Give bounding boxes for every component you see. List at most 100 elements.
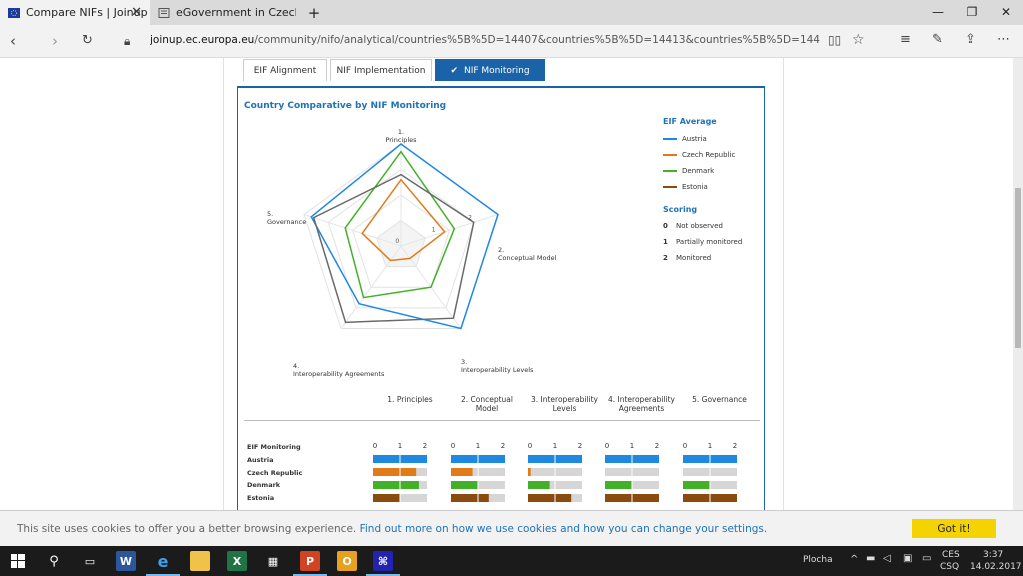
hub-icon[interactable]: ≡ bbox=[900, 32, 911, 47]
radar-tick-label: 2 bbox=[468, 215, 472, 222]
cookie-link[interactable]: Find out more on how we use cookies and … bbox=[359, 523, 768, 535]
divider bbox=[244, 420, 760, 421]
refresh-icon[interactable]: ↻ bbox=[82, 33, 93, 48]
bar-fill-denmark bbox=[528, 481, 550, 489]
app-icon[interactable]: ⌘ bbox=[366, 551, 400, 576]
cookie-banner: This site uses cookies to offer you a be… bbox=[0, 510, 1023, 546]
cookie-text: This site uses cookies to offer you a be… bbox=[17, 523, 357, 535]
radar-series-czech-republic bbox=[361, 178, 446, 262]
share-icon[interactable]: ⇪ bbox=[965, 32, 976, 47]
reading-view-icon[interactable]: ▯▯ bbox=[828, 33, 842, 47]
bar-matrix: 0 1 2 0 1 2 0 1 2 0 1 2 0 1 2 bbox=[373, 442, 737, 502]
radar-tick-label: 1 bbox=[432, 226, 436, 233]
bar-scale-label: 0 bbox=[373, 442, 377, 450]
page-icon bbox=[158, 7, 170, 18]
clock-date[interactable]: 14.02.2017 bbox=[970, 562, 1022, 572]
favorite-star-icon[interactable]: ☆ bbox=[852, 32, 865, 48]
scoring-label: Monitored bbox=[676, 254, 712, 262]
notification-icon[interactable]: ▭ bbox=[922, 553, 932, 564]
powerpoint-icon[interactable]: P bbox=[293, 551, 327, 576]
excel-icon[interactable]: X bbox=[227, 551, 247, 571]
bar-scale-label: 1 bbox=[630, 442, 634, 450]
new-tab-button[interactable]: + bbox=[307, 3, 321, 22]
bar-scale-label: 0 bbox=[605, 442, 609, 450]
legend-title: EIF Average bbox=[663, 117, 717, 126]
cookie-accept-button[interactable]: Got it! bbox=[912, 519, 996, 538]
volume-icon[interactable]: ◁ bbox=[883, 553, 891, 564]
legend-label: Czech Republic bbox=[682, 151, 736, 159]
bar-row-label: Austria bbox=[247, 456, 274, 464]
browser-tab-strip: Compare NIFs | Joinup ✕ eGovernment in C… bbox=[0, 0, 1023, 25]
word-icon[interactable]: W bbox=[116, 551, 136, 571]
radar-axis-label: 3. Interoperability Levels bbox=[461, 358, 534, 374]
forward-icon[interactable]: › bbox=[52, 32, 58, 50]
legend-item[interactable]: Estonia bbox=[663, 179, 773, 195]
outlook-icon[interactable]: O bbox=[337, 551, 357, 571]
task-view-icon[interactable]: ▭ bbox=[84, 554, 96, 568]
desktop-label[interactable]: Plocha bbox=[803, 555, 833, 565]
legend-swatch bbox=[663, 154, 677, 156]
close-tab-icon[interactable]: ✕ bbox=[131, 5, 142, 20]
calendar-icon[interactable]: ▦ bbox=[267, 554, 279, 568]
check-icon: ✔ bbox=[450, 65, 458, 76]
legend-item[interactable]: Austria bbox=[663, 131, 773, 147]
bar-fill-czech-republic bbox=[373, 468, 417, 476]
bar-scale-label: 2 bbox=[501, 442, 505, 450]
bar-scale-label: 0 bbox=[528, 442, 532, 450]
keyboard-icon[interactable]: ▣ bbox=[903, 553, 913, 564]
legend-item[interactable]: Czech Republic bbox=[663, 147, 773, 163]
axis-number: 4. bbox=[293, 362, 299, 370]
tab-label: NIF Monitoring bbox=[463, 65, 530, 76]
bar-scale-label: 1 bbox=[553, 442, 557, 450]
browser-tab-active[interactable]: Compare NIFs | Joinup ✕ bbox=[0, 0, 150, 25]
bar-fill-estonia bbox=[451, 494, 489, 502]
bar-fill-estonia bbox=[373, 494, 400, 502]
windows-start-icon[interactable] bbox=[8, 551, 28, 571]
axis-name: Governance bbox=[267, 218, 306, 226]
bar-fill-denmark bbox=[451, 481, 478, 489]
minimize-icon[interactable]: — bbox=[932, 5, 944, 19]
tray-chevron-icon[interactable]: ^ bbox=[850, 554, 859, 565]
restore-icon[interactable]: ❐ bbox=[966, 5, 978, 19]
eu-flag-icon bbox=[8, 7, 20, 18]
tab-eif-alignment[interactable]: EIF Alignment bbox=[243, 59, 327, 81]
browser-tab[interactable]: eGovernment in Czech Repu bbox=[150, 0, 300, 25]
radar-axis-label: 5. Governance bbox=[267, 210, 306, 226]
taskbar: ⚲ ▭ W e X ▦ P O ⌘ Plocha ^ ▬ ◁ ▣ ▭ CES C… bbox=[0, 546, 1023, 576]
more-icon[interactable]: ⋯ bbox=[997, 32, 1010, 47]
lang-2[interactable]: CSQ bbox=[940, 562, 960, 572]
tab-nif-implementation[interactable]: NIF Implementation bbox=[330, 59, 432, 81]
radar-spoke bbox=[303, 214, 402, 247]
bar-scale-label: 0 bbox=[683, 442, 687, 450]
radar-series-denmark bbox=[344, 150, 456, 299]
back-icon[interactable]: ‹ bbox=[10, 32, 16, 50]
axis-number: 5. bbox=[267, 210, 273, 218]
axis-name: Principles bbox=[385, 136, 417, 144]
edge-browser-icon[interactable]: e bbox=[146, 551, 180, 576]
close-window-icon[interactable]: ✕ bbox=[1000, 5, 1012, 19]
content-panel bbox=[223, 58, 784, 510]
legend-item[interactable]: Denmark bbox=[663, 163, 773, 179]
bar-scale-label: 2 bbox=[733, 442, 737, 450]
clock-time[interactable]: 3:37 bbox=[983, 550, 1004, 560]
browser-nav-bar: ‹ › ↻ 🔒︎ joinup.ec.europa.eu/community/n… bbox=[0, 25, 1023, 58]
cookie-text-wrap: This site uses cookies to offer you a be… bbox=[17, 523, 767, 535]
page-content: EIF Alignment NIF Implementation ✔ NIF M… bbox=[0, 58, 1013, 510]
legend-swatch bbox=[663, 138, 677, 140]
address-bar[interactable]: joinup.ec.europa.eu/community/nifo/analy… bbox=[150, 34, 820, 46]
scrollbar-thumb[interactable] bbox=[1015, 188, 1021, 348]
search-icon[interactable]: ⚲ bbox=[49, 553, 59, 569]
scoring-value: 2 bbox=[663, 254, 668, 262]
bar-header: 4. Interoperability Agreements bbox=[607, 395, 675, 413]
tab-title: eGovernment in Czech Repu bbox=[176, 6, 296, 19]
lang-1[interactable]: CES bbox=[942, 550, 960, 560]
legend-swatch bbox=[663, 170, 677, 172]
tab-nif-monitoring[interactable]: ✔ NIF Monitoring bbox=[435, 59, 545, 81]
scoring-label: Partially monitored bbox=[676, 238, 743, 246]
scrollbar[interactable] bbox=[1013, 58, 1023, 510]
file-explorer-icon[interactable] bbox=[190, 551, 210, 571]
radar-axis-label: 1. Principles bbox=[385, 128, 417, 144]
network-icon[interactable]: ▬ bbox=[866, 553, 876, 564]
web-note-icon[interactable]: ✎ bbox=[932, 32, 943, 47]
